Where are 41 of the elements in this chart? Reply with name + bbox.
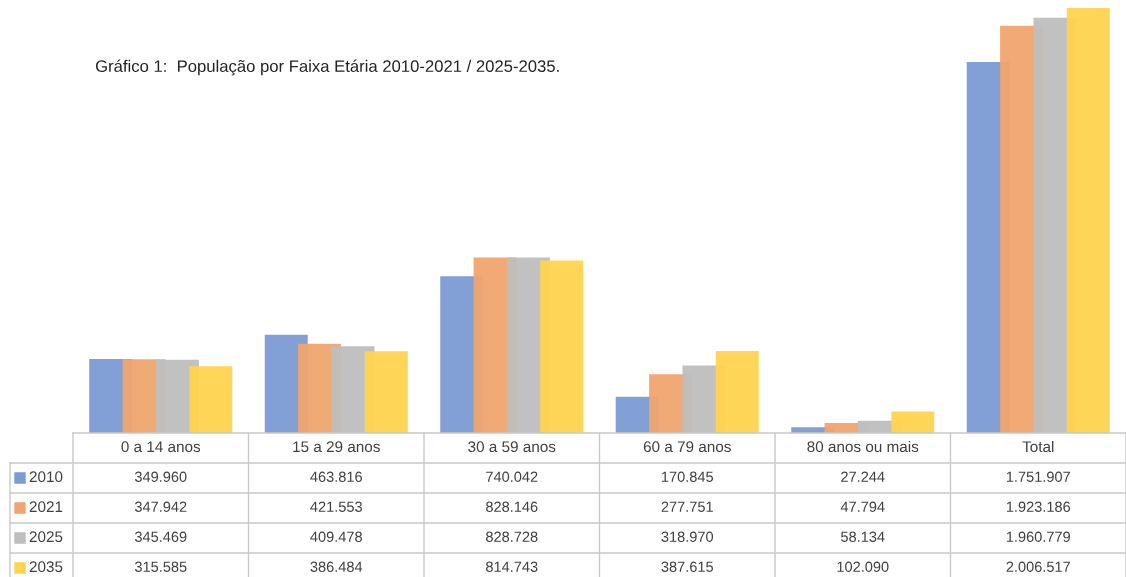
bar <box>364 351 408 433</box>
data-label: 2.006.517 <box>1006 561 1070 572</box>
data-label: 828.146 <box>486 501 538 512</box>
data-label: 387.615 <box>661 561 713 572</box>
bar <box>189 366 233 433</box>
legend-label: 2021 <box>29 501 63 513</box>
data-label: 1.923.186 <box>1006 501 1071 512</box>
data-label: 828.728 <box>486 531 538 542</box>
bar <box>540 260 584 433</box>
data-label: 386.484 <box>310 561 363 572</box>
x-tick-label: 0 a 14 anos <box>121 441 201 453</box>
data-label: 277.751 <box>661 501 713 512</box>
data-label: 740.042 <box>486 471 538 482</box>
data-label: 315.585 <box>134 561 187 572</box>
legend-label: 2025 <box>29 531 63 543</box>
data-label: 345.469 <box>134 531 187 542</box>
data-label: 170.845 <box>662 471 713 482</box>
legend-label: 2010 <box>29 471 63 483</box>
x-tick-label: 60 a 79 anos <box>643 441 731 453</box>
data-label: 409.478 <box>310 531 362 542</box>
legend-label: 2035 <box>29 561 63 573</box>
bar <box>715 350 759 433</box>
data-label: 1.960.779 <box>1006 531 1070 542</box>
data-label: 102.090 <box>837 561 889 572</box>
data-label: 463.816 <box>310 471 362 482</box>
x-tick-label: 80 anos ou mais <box>807 440 919 453</box>
x-tick-label: Total <box>1022 440 1054 453</box>
data-label: 318.970 <box>661 531 714 542</box>
text: Gráfico 1: População por Faixa Etária 2010-2021 / 2025-2035. <box>95 59 559 76</box>
bar <box>1066 8 1110 433</box>
data-label: 349.960 <box>134 471 187 482</box>
x-tick-label: 15 a 29 anos <box>293 441 380 453</box>
data-label: 1.751.907 <box>1006 471 1070 482</box>
data-label: 814.743 <box>486 561 538 572</box>
bar <box>891 411 935 433</box>
data-label: 347.942 <box>134 501 187 512</box>
data-label: 58.134 <box>841 531 885 542</box>
x-tick-label: 30 a 59 anos <box>468 441 556 453</box>
data-label: 47.794 <box>840 501 885 512</box>
data-label: 27.244 <box>841 471 885 482</box>
data-label: 421.553 <box>310 501 362 512</box>
